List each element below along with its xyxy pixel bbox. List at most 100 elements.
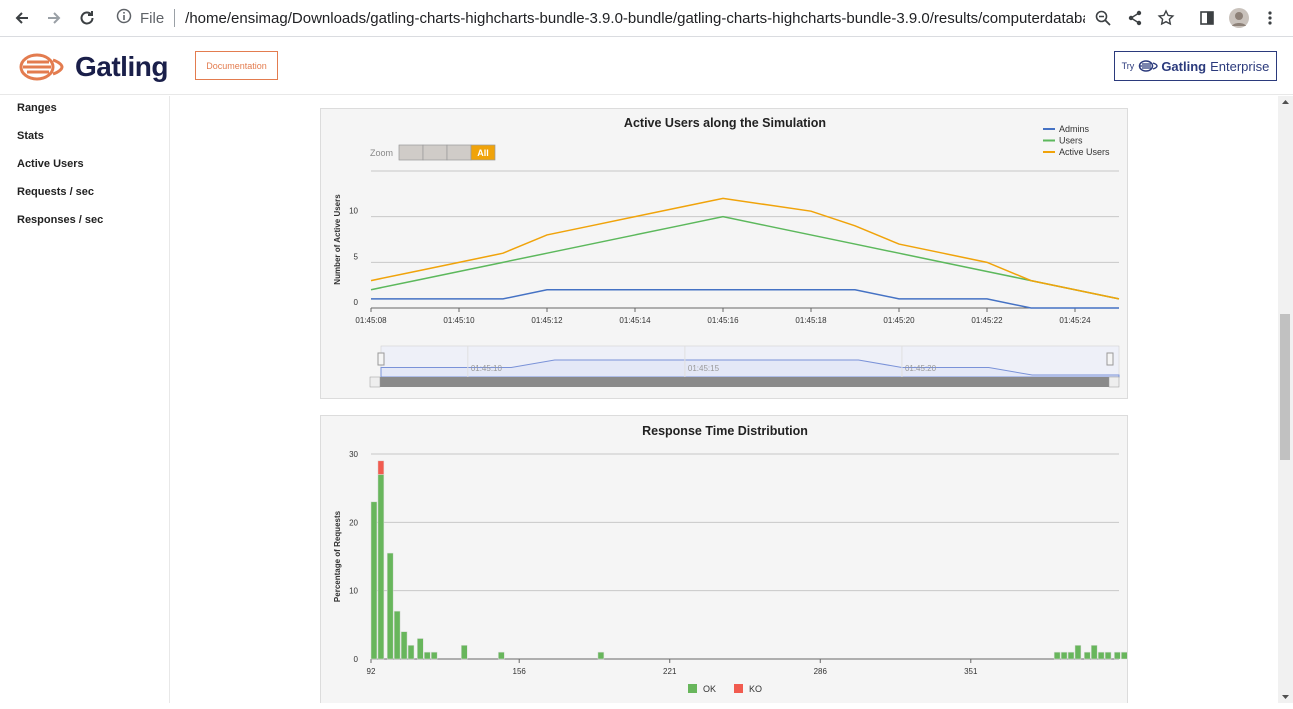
bar-ok bbox=[430, 651, 438, 660]
navigator-tick-label: 01:45:20 bbox=[905, 364, 937, 373]
bar-ok bbox=[1074, 645, 1082, 660]
bar-ok bbox=[424, 651, 431, 660]
legend-label: Users bbox=[1059, 136, 1083, 146]
navigator-scroll-left-icon bbox=[369, 376, 381, 388]
try-enterprise-button[interactable]: Try Gatling Enterprise bbox=[1114, 51, 1277, 81]
documentation-button[interactable]: Documentation bbox=[195, 51, 278, 80]
logo-text: Gatling bbox=[75, 51, 168, 82]
chart-title: Response Time Distribution bbox=[642, 424, 808, 438]
navigator-scroll-right-icon bbox=[1108, 376, 1120, 388]
y-tick-label: 0 bbox=[354, 655, 359, 664]
x-tick-label: 01:45:22 bbox=[971, 316, 1003, 325]
y-tick-label: 0 bbox=[354, 298, 359, 307]
bar-ok bbox=[1067, 651, 1075, 660]
series-line-users bbox=[370, 215, 1120, 300]
avatar[interactable] bbox=[1228, 7, 1250, 29]
enterprise-logo-icon bbox=[1139, 60, 1159, 72]
y-tick-label: 10 bbox=[349, 587, 358, 596]
browser-toolbar: File /home/ensimag/Downloads/gatling-cha… bbox=[0, 0, 1293, 37]
gatling-logo[interactable]: Gatling bbox=[17, 51, 168, 83]
menu-kebab-icon[interactable] bbox=[1259, 7, 1281, 29]
legend-label: Admins bbox=[1059, 124, 1090, 134]
navigator-scrollbar[interactable] bbox=[370, 377, 1119, 387]
enterprise-suffix: Enterprise bbox=[1210, 58, 1270, 74]
legend-label: OK bbox=[703, 684, 716, 694]
app-header: Gatling Documentation Try Gatling Enterp… bbox=[0, 37, 1293, 95]
zoom-icon[interactable] bbox=[1092, 7, 1114, 29]
navigator-handle-right[interactable] bbox=[1106, 352, 1114, 366]
bar-ok bbox=[370, 501, 378, 660]
active-users-chart-svg: Active Users along the Simulation Zoom All… bbox=[333, 116, 1120, 388]
bar-ok bbox=[377, 474, 385, 660]
bar-ok bbox=[1097, 651, 1105, 660]
x-tick-label: 01:45:16 bbox=[707, 316, 739, 325]
sidebar-item-requests-sec[interactable]: Requests / sec bbox=[17, 186, 95, 198]
x-tick-label: 01:45:18 bbox=[795, 316, 827, 325]
bar-ok bbox=[461, 645, 468, 660]
y-axis-label: Percentage of Requests bbox=[333, 510, 342, 602]
zoom-button-0[interactable] bbox=[398, 144, 424, 161]
sidebar: Ranges Stats Active Users Requests / sec… bbox=[0, 96, 170, 703]
x-tick-label: 351 bbox=[964, 667, 978, 676]
bar-ko bbox=[377, 460, 385, 475]
x-tick-label: 01:45:14 bbox=[619, 316, 651, 325]
enterprise-try-label: Try bbox=[1121, 61, 1135, 71]
scroll-thumb[interactable] bbox=[1280, 314, 1290, 460]
x-tick-label: 01:45:12 bbox=[531, 316, 563, 325]
bookmark-star-icon[interactable] bbox=[1155, 7, 1177, 29]
response-time-chart: Response Time Distribution 0 10 20 30 Percent… bbox=[320, 415, 1128, 703]
scroll-up-icon[interactable] bbox=[1278, 96, 1293, 108]
bar-ok bbox=[1090, 645, 1098, 660]
reload-icon[interactable] bbox=[76, 7, 98, 29]
series-line-admins bbox=[371, 288, 1119, 309]
info-icon[interactable] bbox=[116, 8, 132, 29]
address-bar[interactable]: File /home/ensimag/Downloads/gatling-cha… bbox=[110, 4, 1122, 32]
x-tick-label: 01:45:24 bbox=[1059, 316, 1091, 325]
url-text[interactable]: /home/ensimag/Downloads/gatling-charts-h… bbox=[185, 9, 1086, 27]
bar-ok bbox=[400, 631, 408, 660]
bar-ok bbox=[1114, 651, 1121, 660]
back-icon[interactable] bbox=[11, 7, 33, 29]
bar-ok bbox=[498, 651, 505, 660]
zoom-button-1[interactable] bbox=[422, 144, 448, 161]
navigator-tick-label: 01:45:15 bbox=[688, 364, 720, 373]
series-line-active-users bbox=[370, 197, 1120, 300]
bar-ok bbox=[1060, 651, 1068, 660]
zoom-button-label: All bbox=[477, 148, 489, 158]
zoom-button-2[interactable] bbox=[446, 144, 472, 161]
sidebar-item-responses-sec[interactable]: Responses / sec bbox=[17, 214, 104, 226]
bar-ok bbox=[407, 645, 415, 660]
x-tick-label: 156 bbox=[513, 667, 527, 676]
forward-icon[interactable] bbox=[43, 7, 65, 29]
bar-ok bbox=[386, 552, 394, 660]
bar-ok bbox=[1053, 651, 1061, 660]
navigator-series bbox=[380, 359, 1120, 378]
bar-ok bbox=[1104, 651, 1112, 660]
navigator-tick-label: 01:45:10 bbox=[471, 364, 503, 373]
sidebar-item-stats[interactable]: Stats bbox=[17, 130, 44, 142]
chart-title: Active Users along the Simulation bbox=[624, 116, 826, 130]
y-axis-label: Number of Active Users bbox=[333, 194, 342, 285]
active-users-chart: Active Users along the Simulation Zoom All… bbox=[320, 108, 1128, 399]
share-icon[interactable] bbox=[1124, 7, 1146, 29]
x-tick-label: 01:45:20 bbox=[883, 316, 915, 325]
page-scrollbar[interactable] bbox=[1278, 96, 1293, 703]
y-tick-label: 30 bbox=[349, 450, 358, 459]
bar-ok bbox=[393, 610, 401, 660]
y-tick-label: 5 bbox=[354, 252, 359, 261]
legend-swatch bbox=[688, 684, 697, 693]
legend-label: KO bbox=[749, 684, 762, 694]
navigator-handle-left[interactable] bbox=[377, 352, 385, 366]
scroll-down-icon[interactable] bbox=[1278, 691, 1293, 703]
side-panel-icon[interactable] bbox=[1196, 7, 1218, 29]
sidebar-item-active-users[interactable]: Active Users bbox=[17, 158, 84, 170]
bar-ok bbox=[1084, 651, 1091, 660]
gatling-logo-icon bbox=[19, 53, 64, 81]
y-tick-label: 20 bbox=[349, 518, 358, 527]
bar-ok bbox=[417, 638, 424, 660]
zoom-button-3[interactable] bbox=[470, 144, 496, 161]
file-label: File bbox=[140, 9, 165, 27]
sidebar-item-ranges[interactable]: Ranges bbox=[17, 102, 57, 114]
bar-ok bbox=[597, 651, 605, 660]
response-time-chart-svg: Response Time Distribution 0 10 20 30 Percent… bbox=[333, 424, 1128, 694]
